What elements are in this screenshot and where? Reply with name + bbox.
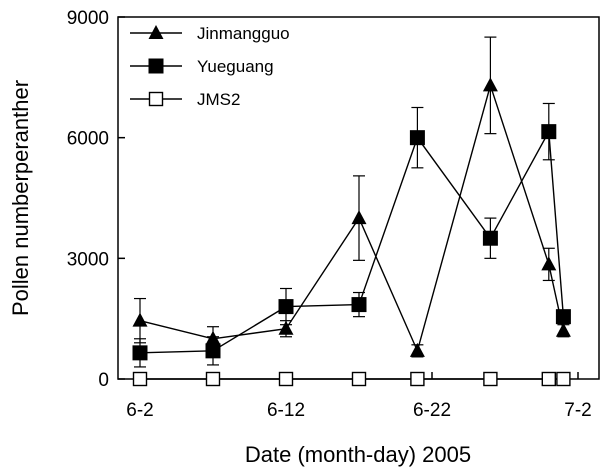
series-line (139, 129, 565, 354)
x-tick-label: 6-12 (267, 400, 305, 421)
open-square-marker (483, 371, 498, 387)
x-tick-label: 7-2 (564, 400, 591, 421)
y-axis-ticks: 0 3000 6000 9000 (67, 8, 125, 391)
square-marker (148, 58, 164, 74)
open-square-marker (278, 371, 294, 387)
square-marker (132, 345, 148, 361)
triangle-marker (482, 77, 498, 92)
triangle-marker (148, 25, 164, 39)
open-square-marker (132, 371, 148, 387)
triangle-marker (555, 322, 571, 337)
open-square-marker (541, 371, 556, 387)
series-yueguang (132, 102, 571, 368)
square-marker (205, 343, 221, 359)
y-tick-label: 6000 (67, 129, 109, 150)
square-marker (555, 309, 571, 325)
y-axis-title: Pollen numberperanther (8, 80, 33, 316)
series-jms2 (132, 371, 571, 387)
legend-item: JMS2 (130, 90, 240, 109)
series-layer (132, 36, 571, 387)
open-square-marker (410, 371, 425, 387)
legend-label: JMS2 (197, 90, 240, 109)
y-tick-label: 9000 (67, 8, 109, 29)
x-axis-title: Date (month-day) 2005 (245, 442, 471, 467)
triangle-marker (541, 256, 557, 271)
triangle-marker (351, 210, 367, 225)
x-axis-ticks: 6-2 6-12 6-22 7-2 (126, 372, 592, 421)
triangle-marker (132, 312, 148, 327)
x-tick-label: 6-22 (413, 400, 451, 421)
square-marker (409, 130, 425, 146)
legend: Jinmangguo Yueguang JMS2 (130, 24, 290, 109)
square-marker (278, 299, 294, 315)
x-tick-label: 6-2 (126, 400, 153, 421)
square-marker (541, 124, 557, 140)
open-square-marker (556, 371, 571, 387)
triangle-marker (278, 320, 294, 335)
open-square-marker (351, 371, 367, 387)
y-tick-label: 3000 (67, 249, 109, 270)
open-square-marker (205, 371, 221, 387)
series-line (139, 82, 565, 353)
legend-label: Jinmangguo (197, 24, 290, 43)
legend-item: Jinmangguo (130, 24, 290, 43)
open-square-marker (148, 91, 164, 107)
legend-label: Yueguang (197, 57, 274, 76)
square-marker (351, 297, 367, 313)
y-tick-label: 0 (98, 370, 109, 391)
square-marker (482, 230, 498, 246)
triangle-marker (409, 342, 425, 357)
legend-item: Yueguang (130, 57, 274, 76)
